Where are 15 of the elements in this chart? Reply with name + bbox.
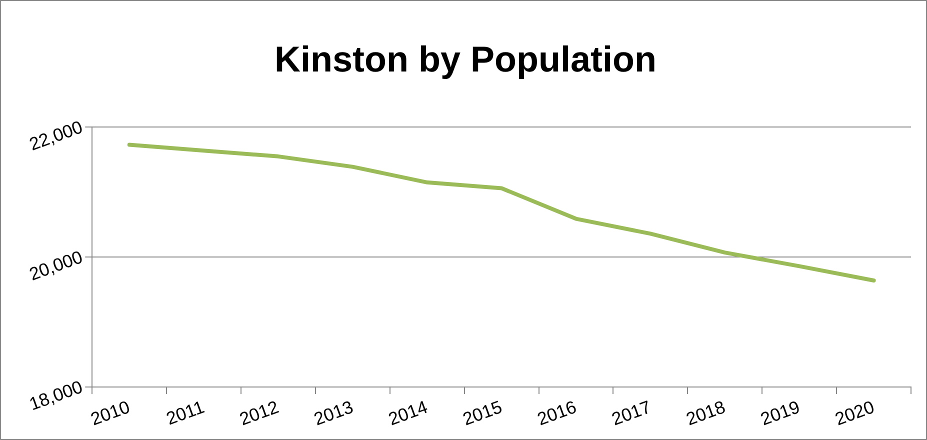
x-tick-label: 2019 [758, 396, 802, 430]
x-tick-label: 2010 [88, 396, 132, 430]
x-tick-label: 2011 [164, 396, 207, 429]
x-tick-label: 2020 [832, 396, 877, 430]
y-tick-label: 20,000 [26, 246, 86, 284]
x-tick-label: 2012 [236, 396, 282, 430]
y-tick-label: 22,000 [26, 116, 86, 154]
x-tick-label: 2013 [311, 396, 356, 430]
y-tick-label: 18,000 [26, 376, 86, 414]
x-tick-label: 2014 [386, 396, 430, 430]
x-tick-label: 2016 [534, 396, 580, 430]
x-tick-label: 2018 [684, 396, 728, 430]
x-tick-label: 2017 [609, 396, 654, 430]
x-tick-label: 2015 [460, 396, 505, 430]
chart-title: Kinston by Population [274, 38, 656, 80]
